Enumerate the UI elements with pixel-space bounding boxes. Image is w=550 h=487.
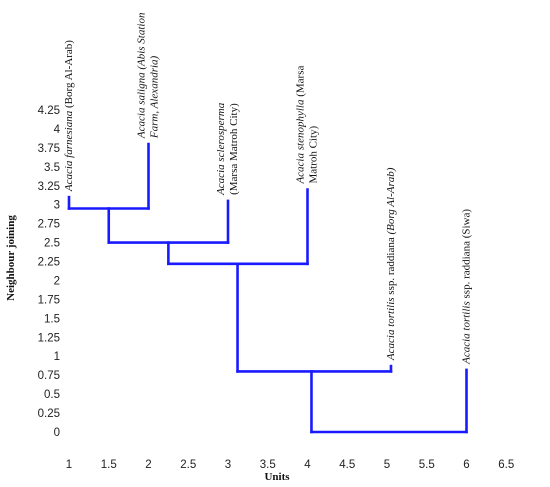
leaf-labels: Acacia farnesiana (Borg Al-Arab) Acacia s… bbox=[63, 12, 473, 365]
leaf-label-part: Farm, Alexandria) bbox=[149, 55, 161, 139]
y-tick-label: 0.25 bbox=[38, 408, 60, 420]
x-tick-label: 1 bbox=[66, 459, 72, 471]
leaf-label-part: Acacia sclerosperma bbox=[215, 102, 227, 196]
y-tick-label: 0 bbox=[54, 427, 60, 439]
y-tick-label: 1 bbox=[54, 351, 60, 363]
leaf-label-0-line-0: Acacia farnesiana (Borg Al-Arab) bbox=[63, 40, 75, 192]
leaf-label-part: Acacia tortilis bbox=[385, 297, 397, 361]
x-tick-label: 6 bbox=[463, 459, 469, 471]
x-axis-ticks: 1 1.5 2 2.5 3 3.5 4 4.5 5 5.5 6 6.5 bbox=[66, 459, 514, 471]
y-tick-label: 0.75 bbox=[38, 370, 60, 382]
x-tick-label: 3 bbox=[225, 459, 231, 471]
y-tick-label: 2.25 bbox=[38, 257, 60, 269]
y-tick-label: 3.5 bbox=[44, 162, 60, 174]
x-axis-label: Units bbox=[264, 471, 290, 483]
x-tick-label: 1.5 bbox=[101, 459, 117, 471]
x-tick-label: 2.5 bbox=[180, 459, 196, 471]
y-axis-label: Neighbour joining bbox=[5, 215, 17, 301]
y-tick-label: 1.5 bbox=[44, 313, 60, 325]
leaf-label-1-line-1: Farm, Alexandria) bbox=[149, 55, 161, 139]
leaf-label-part: ssp. raddiana bbox=[385, 235, 397, 298]
leaf-label-3-line-0: Acacia stenophylla (Marsa bbox=[295, 66, 307, 185]
y-tick-label: 2.5 bbox=[44, 238, 60, 250]
y-tick-label: 0.5 bbox=[44, 389, 60, 401]
y-axis-ticks: 0 0.25 0.5 0.75 1 1.25 1.5 1.75 2 2.25 2.5 2.75 3 3.2… bbox=[38, 105, 61, 439]
y-tick-label: 2.75 bbox=[38, 219, 60, 231]
x-tick-label: 4 bbox=[304, 459, 311, 471]
y-tick-label: 1.75 bbox=[38, 294, 60, 306]
y-tick-label: 3.25 bbox=[38, 181, 60, 193]
x-tick-label: 4.5 bbox=[339, 459, 355, 471]
leaf-label-part: Acacia stenophylla bbox=[295, 99, 307, 185]
leaf-label-2-line-1: (Marsa Matroh City) bbox=[228, 103, 240, 195]
leaf-label-part: Acacia farnesiana bbox=[63, 110, 75, 192]
y-tick-label: 4 bbox=[54, 124, 61, 136]
y-tick-label: 3.75 bbox=[38, 143, 60, 155]
y-tick-label: 2 bbox=[54, 275, 60, 287]
y-tick-label: 3 bbox=[54, 200, 60, 212]
leaf-label-part: (Borg Al-Arab) bbox=[385, 167, 397, 234]
leaf-label-part: Matroh City) bbox=[308, 125, 320, 183]
leaf-label-1-line-0: Acacia saligna (Abis Station bbox=[136, 12, 148, 139]
x-tick-label: 5 bbox=[384, 459, 390, 471]
x-tick-label: 5.5 bbox=[419, 459, 435, 471]
leaf-label-3-line-1: Matroh City) bbox=[308, 125, 320, 183]
dendrogram-branches bbox=[67, 142, 468, 434]
x-tick-label: 3.5 bbox=[260, 459, 276, 471]
leaf-label-part: Acacia saligna (Abis Station bbox=[136, 12, 148, 139]
leaf-label-part: (Marsa bbox=[295, 66, 307, 100]
x-tick-label: 6.5 bbox=[498, 459, 514, 471]
leaf-label-5-line-0: Acacia tortilis ssp. raddiana (Siwa) bbox=[461, 209, 473, 365]
y-tick-label: 1.25 bbox=[38, 332, 60, 344]
leaf-label-4-line-0: Acacia tortilis ssp. raddiana (Borg Al-A… bbox=[385, 167, 397, 361]
x-tick-label: 2 bbox=[145, 459, 151, 471]
leaf-label-part: Acacia tortilis bbox=[461, 301, 473, 365]
leaf-label-part: (Borg Al-Arab) bbox=[63, 40, 75, 111]
y-tick-label: 4.25 bbox=[38, 105, 60, 117]
leaf-label-part: ssp. raddiana (Siwa) bbox=[461, 209, 473, 302]
leaf-label-2-line-0: Acacia sclerosperma bbox=[215, 102, 227, 196]
leaf-label-part: (Marsa Matroh City) bbox=[228, 103, 240, 195]
